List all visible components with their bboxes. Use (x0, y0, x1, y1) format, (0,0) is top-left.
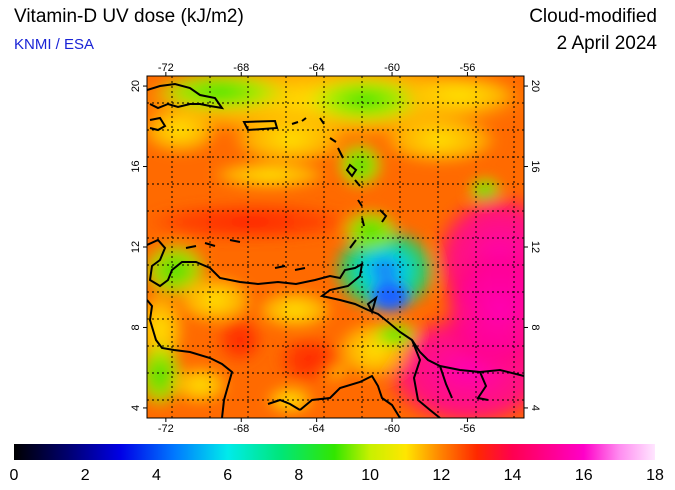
graticule (147, 76, 524, 418)
lat-tick-label-right: 16 (529, 160, 541, 172)
source-credit: KNMI / ESA (14, 36, 95, 53)
lon-tick-label-bottom: -68 (233, 423, 249, 435)
colorbar-label: 2 (81, 467, 90, 484)
coastlines (147, 82, 524, 418)
colorbar-label: 14 (504, 467, 522, 484)
lon-tick-label-top: -64 (309, 62, 325, 74)
lon-tick-label-top: -56 (459, 62, 475, 74)
lat-tick-label-left: 16 (130, 160, 142, 172)
colorbar-label: 8 (294, 467, 303, 484)
lat-tick-label-left: 12 (130, 241, 142, 253)
lat-tick-label-right: 20 (529, 80, 541, 92)
lon-tick-label-top: -68 (233, 62, 249, 74)
lon-tick-label-bottom: -60 (384, 423, 400, 435)
lon-tick-label-top: -72 (158, 62, 174, 74)
colorbar-label: 4 (152, 467, 161, 484)
colorbar-label: 16 (575, 467, 593, 484)
lon-tick-label-bottom: -72 (158, 423, 174, 435)
colorbar-label: 6 (223, 467, 232, 484)
lon-tick-label-bottom: -64 (309, 423, 325, 435)
lat-tick-label-right: 12 (529, 241, 541, 253)
colorbar-label: 0 (10, 467, 19, 484)
map-date: 2 April 2024 (556, 33, 657, 54)
colorbar-labels: 0 2 4 6 8 10 12 14 16 18 (10, 467, 664, 484)
lon-tick-label-bottom: -56 (459, 423, 475, 435)
product-type: Cloud-modified (529, 6, 657, 27)
lat-tick-label-right: 4 (529, 405, 541, 411)
lat-tick-label-right: 8 (529, 324, 541, 330)
map-title: Vitamin-D UV dose (kJ/m2) (14, 6, 244, 27)
uv-dose-field (147, 76, 524, 418)
colorbar-label: 12 (432, 467, 450, 484)
lon-tick-label-top: -60 (384, 62, 400, 74)
colorbar-label: 18 (646, 467, 664, 484)
lat-tick-label-left: 8 (130, 324, 142, 330)
lat-tick-label-left: 4 (130, 405, 142, 411)
axis-ticks: -72 -72 -68 -68 -64 -64 -60 -60 -56 -56 4 4 8 8 12 12 16… (130, 62, 541, 435)
colorbar (14, 444, 655, 460)
colorbar-label: 10 (361, 467, 379, 484)
lat-tick-label-left: 20 (130, 80, 142, 92)
